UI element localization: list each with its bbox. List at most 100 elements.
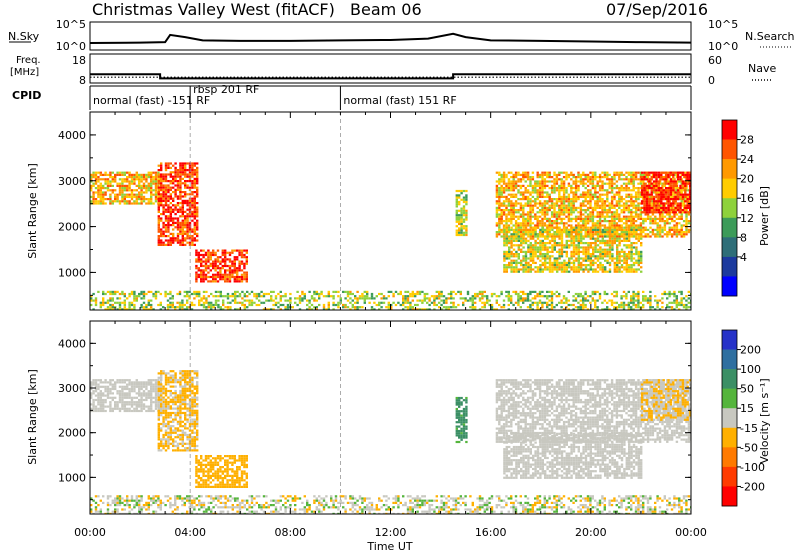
scatter-cell xyxy=(650,211,653,214)
scatter-cell xyxy=(241,303,244,307)
scatter-cell xyxy=(536,308,539,310)
scatter-cell xyxy=(618,178,621,181)
scatter-cell xyxy=(162,180,165,183)
scatter-cell xyxy=(140,187,143,190)
scatter-cell xyxy=(233,256,236,259)
scatter-cell xyxy=(601,224,604,227)
scatter-cell xyxy=(529,257,532,260)
scatter-cell xyxy=(596,191,599,194)
scatter-cell xyxy=(197,273,200,276)
scatter-cell xyxy=(678,303,681,307)
scatter-cell xyxy=(541,209,544,212)
scatter-cell xyxy=(414,295,417,298)
scatter-cell xyxy=(433,308,436,310)
scatter-cell xyxy=(610,206,614,209)
scatter-cell xyxy=(586,215,590,218)
scatter-cell xyxy=(193,297,196,300)
scatter-cell xyxy=(646,217,650,220)
scatter-cell xyxy=(298,299,302,302)
scatter-cell xyxy=(514,290,518,293)
scatter-cell xyxy=(191,171,194,174)
scatter-cell xyxy=(632,173,635,176)
scatter-cell xyxy=(594,292,597,296)
scatter-cell xyxy=(358,297,362,300)
scatter-cell xyxy=(556,259,559,262)
scatter-cell xyxy=(157,241,160,244)
scatter-cell xyxy=(118,200,122,203)
scatter-cell xyxy=(596,215,599,218)
scatter-cell xyxy=(224,249,227,252)
scatter-cell xyxy=(526,178,530,181)
scatter-cell xyxy=(601,220,604,223)
scatter-cell xyxy=(169,237,172,240)
scatter-cell xyxy=(618,233,621,236)
scatter-cell xyxy=(238,280,241,283)
scatter-cell xyxy=(538,173,542,176)
scatter-cell xyxy=(184,175,187,178)
scatter-cell xyxy=(186,162,189,165)
scatter-cell xyxy=(207,301,210,304)
scatter-cell xyxy=(184,186,187,189)
scatter-cell xyxy=(556,235,559,238)
scatter-cell xyxy=(608,222,611,225)
scatter-cell xyxy=(622,215,626,218)
scatter-cell xyxy=(193,191,196,194)
scatter-cell xyxy=(553,173,556,176)
scatter-cell xyxy=(646,176,650,179)
scatter-cell xyxy=(529,231,532,234)
scatter-cell xyxy=(628,253,631,256)
scatter-cell xyxy=(114,173,117,176)
scatter-cell xyxy=(387,303,390,307)
scatter-cell xyxy=(520,248,523,251)
scatter-cell xyxy=(387,306,390,309)
scatter-cell xyxy=(646,215,650,218)
scatter-cell xyxy=(188,206,192,209)
scatter-cell xyxy=(520,237,523,240)
scatter-cell xyxy=(238,292,242,296)
scatter-cell xyxy=(550,176,554,179)
scatter-cell xyxy=(613,268,616,271)
scatter-cell xyxy=(620,266,624,269)
scatter-cell xyxy=(510,242,513,245)
scatter-cell xyxy=(186,299,189,302)
scatter-cell xyxy=(608,253,612,256)
scatter-cell xyxy=(634,171,638,174)
scatter-cell xyxy=(515,228,518,231)
scatter-cell xyxy=(553,213,556,216)
scatter-cell xyxy=(623,255,626,258)
scatter-cell xyxy=(608,239,612,242)
scatter-cell xyxy=(661,226,664,229)
scatter-cell xyxy=(519,204,523,207)
scatter-cell xyxy=(508,237,511,240)
scatter-cell xyxy=(642,180,645,183)
scatter-cell xyxy=(594,184,597,187)
scatter-cell xyxy=(627,189,631,192)
scatter-cell xyxy=(627,180,631,183)
scatter-cell xyxy=(216,280,220,283)
scatter-cell xyxy=(186,237,189,240)
scatter-cell xyxy=(618,193,621,196)
scatter-cell xyxy=(181,237,184,240)
scatter-cell xyxy=(594,242,597,245)
scatter-cell xyxy=(503,268,506,271)
scatter-cell xyxy=(529,217,532,220)
scatter-cell xyxy=(495,191,499,194)
scatter-cell xyxy=(193,197,196,200)
scatter-cell xyxy=(572,237,576,240)
scatter-cell xyxy=(404,295,407,298)
scatter-cell xyxy=(195,267,198,270)
scatter-cell xyxy=(97,290,100,293)
scatter-cell xyxy=(458,229,461,232)
scatter-cell xyxy=(618,220,621,223)
scatter-cell xyxy=(577,211,580,214)
scatter-cell xyxy=(575,266,578,269)
scatter-cell xyxy=(570,217,573,220)
scatter-cell xyxy=(229,301,232,304)
scatter-cell xyxy=(111,297,114,300)
scatter-cell xyxy=(197,256,200,259)
scatter-cell xyxy=(469,306,472,309)
scatter-cell xyxy=(111,299,114,302)
scatter-cell xyxy=(507,209,511,212)
scatter-cell xyxy=(687,220,691,223)
scatter-cell xyxy=(181,169,184,172)
